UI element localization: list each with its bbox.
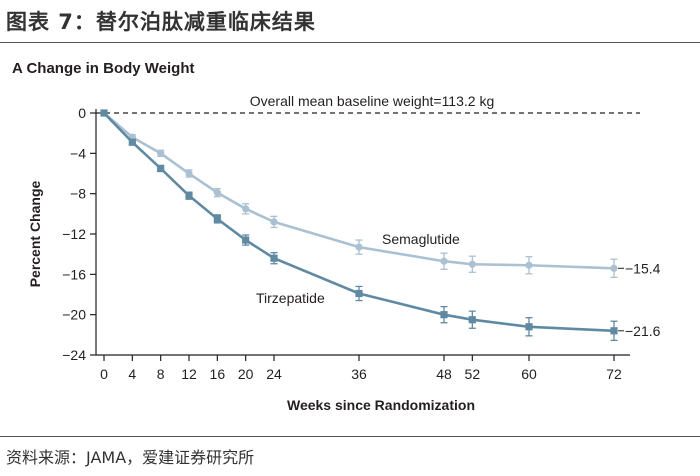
x-tick-label: 20 <box>238 366 254 382</box>
y-tick-label: −24 <box>62 347 86 363</box>
data-point-tirzepatide <box>242 236 250 244</box>
end-label-semaglutide: −15.4 <box>625 260 661 276</box>
series-line-semaglutide <box>103 112 615 270</box>
data-point-tirzepatide <box>128 138 136 146</box>
source-note: 资料来源：JAMA，爱建证券研究所 <box>6 448 255 467</box>
top-rule <box>0 42 700 43</box>
x-tick-label: 36 <box>351 366 367 382</box>
data-point-semaglutide <box>525 261 533 269</box>
data-point-tirzepatide <box>157 164 165 173</box>
y-tick-label: −16 <box>62 266 86 282</box>
series-label-semaglutide: Semaglutide <box>382 231 460 247</box>
series-line-tirzepatide <box>103 112 615 333</box>
x-tick-label: 48 <box>436 366 452 382</box>
y-tick-label: −4 <box>70 145 86 161</box>
data-point-semaglutide <box>440 257 448 265</box>
data-point-tirzepatide <box>525 323 533 331</box>
bottom-rule <box>0 436 700 437</box>
y-axis-title: Percent Change <box>27 180 43 287</box>
data-point-semaglutide <box>242 205 250 213</box>
x-tick-label: 0 <box>100 366 108 382</box>
x-tick-label: 8 <box>157 366 165 382</box>
panel-title: A Change in Body Weight <box>12 60 195 77</box>
data-point-semaglutide <box>270 218 278 226</box>
x-tick-label: 72 <box>606 366 622 382</box>
y-tick-label: −20 <box>62 307 86 323</box>
x-tick-label: 4 <box>128 366 136 382</box>
data-point-tirzepatide <box>185 192 193 200</box>
end-label-tirzepatide: −21.6 <box>625 323 661 339</box>
y-tick-label: 0 <box>78 105 86 121</box>
x-tick-label: 12 <box>181 366 197 382</box>
y-tick-label: −8 <box>70 186 86 202</box>
data-point-semaglutide <box>355 243 363 251</box>
x-axis-title: Weeks since Randomization <box>287 397 475 413</box>
data-point-semaglutide <box>157 149 165 157</box>
x-tick-label: 24 <box>266 366 282 382</box>
baseline-weight-note: Overall mean baseline weight=113.2 kg <box>250 93 495 109</box>
data-point-tirzepatide <box>100 109 108 117</box>
data-point-semaglutide <box>185 169 193 178</box>
data-point-tirzepatide <box>270 254 278 262</box>
data-point-tirzepatide <box>610 327 618 335</box>
data-point-tirzepatide <box>440 311 448 319</box>
series-label-tirzepatide: Tirzepatide <box>256 290 325 306</box>
data-point-semaglutide <box>610 264 618 272</box>
x-tick-label: 60 <box>521 366 537 382</box>
data-point-tirzepatide <box>355 289 363 298</box>
data-point-semaglutide <box>468 260 476 268</box>
figure-title: 图表 7：替尔泊肽减重临床结果 <box>6 10 316 34</box>
data-point-tirzepatide <box>213 215 221 223</box>
data-point-semaglutide <box>213 189 221 197</box>
x-tick-label: 52 <box>465 366 481 382</box>
y-tick-label: −12 <box>62 226 86 242</box>
data-point-tirzepatide <box>468 316 476 324</box>
x-tick-label: 16 <box>210 366 226 382</box>
